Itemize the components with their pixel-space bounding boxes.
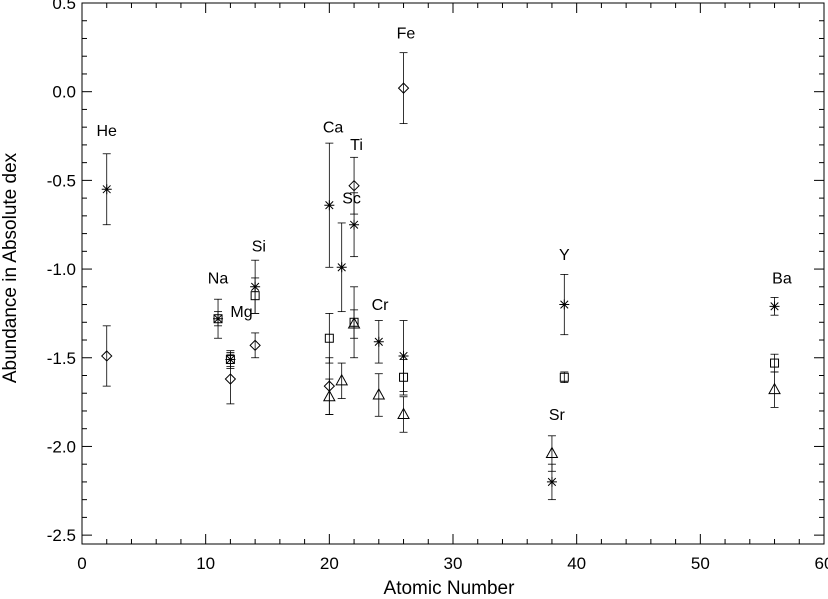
triangle-marker: [335, 373, 349, 386]
x-tick-label: 50: [691, 554, 710, 573]
diamond-point: [348, 156, 360, 215]
x-tick-label: 30: [444, 554, 463, 573]
y-tick-label: 0.0: [52, 83, 76, 102]
diamond-marker: [348, 179, 360, 192]
element-label: Ba: [772, 270, 792, 287]
square-point: [770, 353, 780, 373]
x-axis-title: Atomic Number: [384, 578, 516, 599]
diamond-marker: [101, 350, 113, 362]
triangle-point: [322, 378, 336, 415]
x-tick-label: 20: [320, 554, 339, 573]
asterisk-point: [101, 153, 112, 226]
triangle-marker: [545, 446, 559, 459]
asterisk-marker: [324, 200, 335, 211]
y-tick-label: -2.5: [47, 526, 76, 545]
y-tick-label: -1.5: [47, 349, 76, 368]
triangle-point: [335, 362, 349, 399]
square-marker: [250, 291, 260, 301]
triangle-point: [347, 309, 361, 339]
square-marker: [399, 372, 409, 382]
triangle-marker: [372, 387, 386, 400]
triangle-point: [397, 396, 410, 433]
diamond-marker: [249, 339, 261, 352]
element-label: Sr: [549, 407, 566, 424]
diamond-point: [101, 325, 113, 387]
x-tick-labels: 0 10 20 30 40 50 60: [77, 554, 828, 573]
y-tick-label: -1.0: [47, 260, 76, 279]
plot-frame: [81, 2, 825, 545]
asterisk-marker: [349, 219, 360, 230]
axis-ticks: [81, 2, 825, 544]
asterisk-point: [324, 142, 335, 268]
square-point: [250, 277, 260, 314]
data-points: [101, 52, 781, 501]
triangle-marker: [397, 407, 410, 420]
x-tick-label: 10: [196, 554, 215, 573]
element-label: Sc: [342, 190, 361, 207]
element-label: Cr: [372, 297, 390, 314]
asterisk-marker: [373, 336, 384, 347]
y-axis-title: Abundance in Absolute dex: [0, 152, 21, 383]
triangle-marker: [768, 382, 781, 395]
x-tick-label: 60: [815, 554, 828, 573]
triangle-point: [768, 371, 781, 408]
asterisk-marker: [101, 184, 112, 195]
diamond-point: [397, 52, 410, 125]
y-tick-labels: 0.5 0.0 -0.5 -1.0 -1.5 -2.0 -2.5: [47, 0, 76, 545]
triangle-marker: [322, 389, 336, 402]
asterisk-marker: [559, 299, 570, 310]
diamond-point: [249, 332, 261, 359]
diamond-marker: [397, 82, 410, 94]
element-label: Fe: [397, 25, 416, 42]
element-label: He: [97, 123, 118, 140]
asterisk-point: [559, 273, 570, 336]
element-label: Ti: [350, 137, 363, 154]
y-tick-label: -0.5: [47, 171, 76, 190]
square-marker: [324, 333, 334, 343]
asterisk-point: [336, 222, 347, 313]
element-label: Mg: [230, 304, 252, 321]
asterisk-marker: [398, 350, 409, 361]
square-point: [225, 352, 235, 368]
x-tick-label: 0: [77, 554, 86, 573]
element-label: Si: [252, 238, 266, 255]
element-label: Na: [208, 270, 229, 287]
asterisk-marker: [769, 301, 780, 312]
y-tick-label: 0.5: [52, 0, 76, 13]
x-tick-label: 40: [567, 554, 586, 573]
triangle-point: [372, 373, 386, 417]
triangle-point: [545, 435, 559, 472]
element-label: Ca: [323, 119, 344, 136]
diamond-marker: [224, 373, 237, 385]
asterisk-marker: [336, 262, 347, 273]
square-point: [213, 311, 223, 327]
square-marker: [225, 355, 235, 365]
square-marker: [770, 358, 780, 368]
triangle-marker: [347, 317, 361, 329]
asterisk-point: [373, 320, 384, 364]
y-tick-label: -2.0: [47, 437, 76, 456]
square-marker: [213, 314, 223, 324]
asterisk-point: [769, 297, 780, 316]
square-point: [399, 359, 409, 396]
asterisk-marker: [546, 476, 557, 487]
square-marker: [559, 372, 569, 382]
square-point: [324, 313, 334, 364]
element-label: Y: [559, 247, 570, 264]
square-point: [559, 371, 569, 383]
